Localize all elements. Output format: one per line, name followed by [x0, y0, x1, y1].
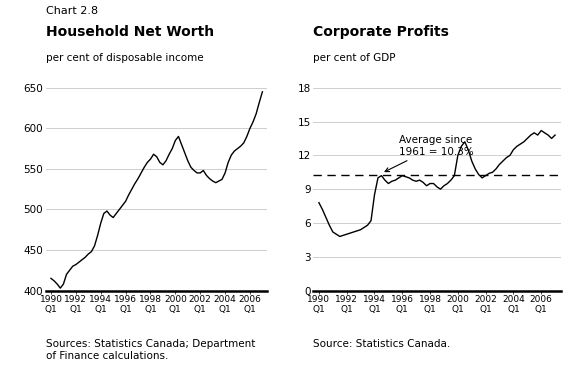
- Text: Household Net Worth: Household Net Worth: [46, 25, 214, 39]
- Text: Sources: Statistics Canada; Department
of Finance calculations.: Sources: Statistics Canada; Department o…: [46, 339, 255, 361]
- Text: per cent of disposable income: per cent of disposable income: [46, 53, 204, 63]
- Text: Corporate Profits: Corporate Profits: [313, 25, 449, 39]
- Text: Chart 2.8: Chart 2.8: [46, 6, 98, 16]
- Text: Average since
1961 = 10.3%: Average since 1961 = 10.3%: [385, 135, 474, 172]
- Text: per cent of GDP: per cent of GDP: [313, 53, 396, 63]
- Text: Source: Statistics Canada.: Source: Statistics Canada.: [313, 339, 451, 349]
